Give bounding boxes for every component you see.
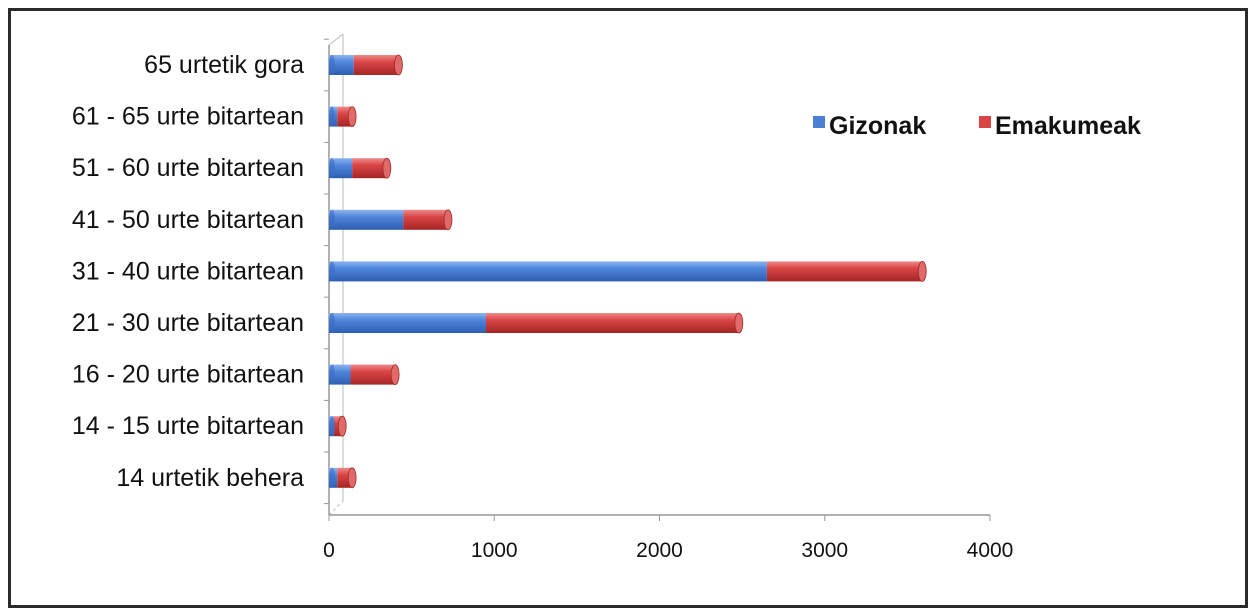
bar-gizonak <box>329 313 486 333</box>
bar-base-cap <box>329 209 335 230</box>
bar-emakumeak <box>766 261 923 282</box>
floor-edge <box>328 500 344 516</box>
bars <box>329 54 927 489</box>
category-label: 14 urtetik behera <box>116 464 304 492</box>
category-label: 31 - 40 urte bitartean <box>72 257 304 285</box>
bar-emakumeak <box>350 364 396 385</box>
category-labels: 65 urtetik gora 61 - 65 urte bitartean 51 … <box>72 51 304 492</box>
bar-gizonak <box>329 209 404 230</box>
legend: Gizonak Emakumeak <box>813 112 1141 140</box>
bar-emakumeak <box>352 158 387 179</box>
x-tick-labels: 0 1000 2000 3000 4000 <box>323 539 1013 562</box>
bar-base-cap <box>329 313 335 333</box>
legend-label-gizonak: Gizonak <box>829 112 926 140</box>
category-label: 61 - 65 urte bitartean <box>72 103 304 131</box>
bar-end-cap <box>394 54 403 76</box>
legend-label-emakumeak: Emakumeak <box>995 112 1141 140</box>
bar-base-cap <box>329 261 335 282</box>
bar-base-cap <box>329 467 335 488</box>
y-axis-top-edge <box>328 33 344 46</box>
stacked-bar-chart: 65 urtetik gora 61 - 65 urte bitartean 51 … <box>72 33 1141 562</box>
bar-emakumeak <box>403 209 448 230</box>
category-label: 41 - 50 urte bitartean <box>72 206 304 234</box>
x-tick-label: 1000 <box>471 539 518 562</box>
bar-base-cap <box>329 106 335 127</box>
bar-base-cap <box>329 416 335 437</box>
bar-end-cap <box>347 467 357 489</box>
x-tick-label: 3000 <box>801 539 848 562</box>
bar-emakumeak <box>485 313 739 333</box>
chart-frame <box>8 8 1248 608</box>
category-label: 51 - 60 urte bitartean <box>72 154 304 182</box>
bar-base-cap <box>329 55 335 75</box>
legend-swatch-emakumeak <box>979 116 991 128</box>
bar-base-cap <box>329 364 335 385</box>
x-tick-label: 0 <box>323 539 335 562</box>
legend-swatch-gizonak <box>813 116 825 128</box>
bar-end-cap <box>917 260 927 282</box>
category-label: 16 - 20 urte bitartean <box>72 361 304 389</box>
bar-end-cap <box>390 364 400 386</box>
bar-gizonak <box>329 158 353 179</box>
bar-end-cap <box>734 312 744 334</box>
bar-end-cap <box>443 209 453 231</box>
bar-end-cap <box>347 106 357 127</box>
bar-base-cap <box>329 158 335 179</box>
category-label: 21 - 30 urte bitartean <box>72 309 304 337</box>
category-label: 14 - 15 urte bitartean <box>72 412 304 440</box>
x-tick-label: 2000 <box>636 539 683 562</box>
bar-end-cap <box>382 157 392 179</box>
bar-emakumeak <box>353 55 399 75</box>
bar-gizonak <box>329 55 354 75</box>
category-label: 65 urtetik gora <box>144 51 304 79</box>
x-tick-label: 4000 <box>967 539 1014 562</box>
bar-end-cap <box>337 415 347 437</box>
bar-gizonak <box>329 261 767 282</box>
